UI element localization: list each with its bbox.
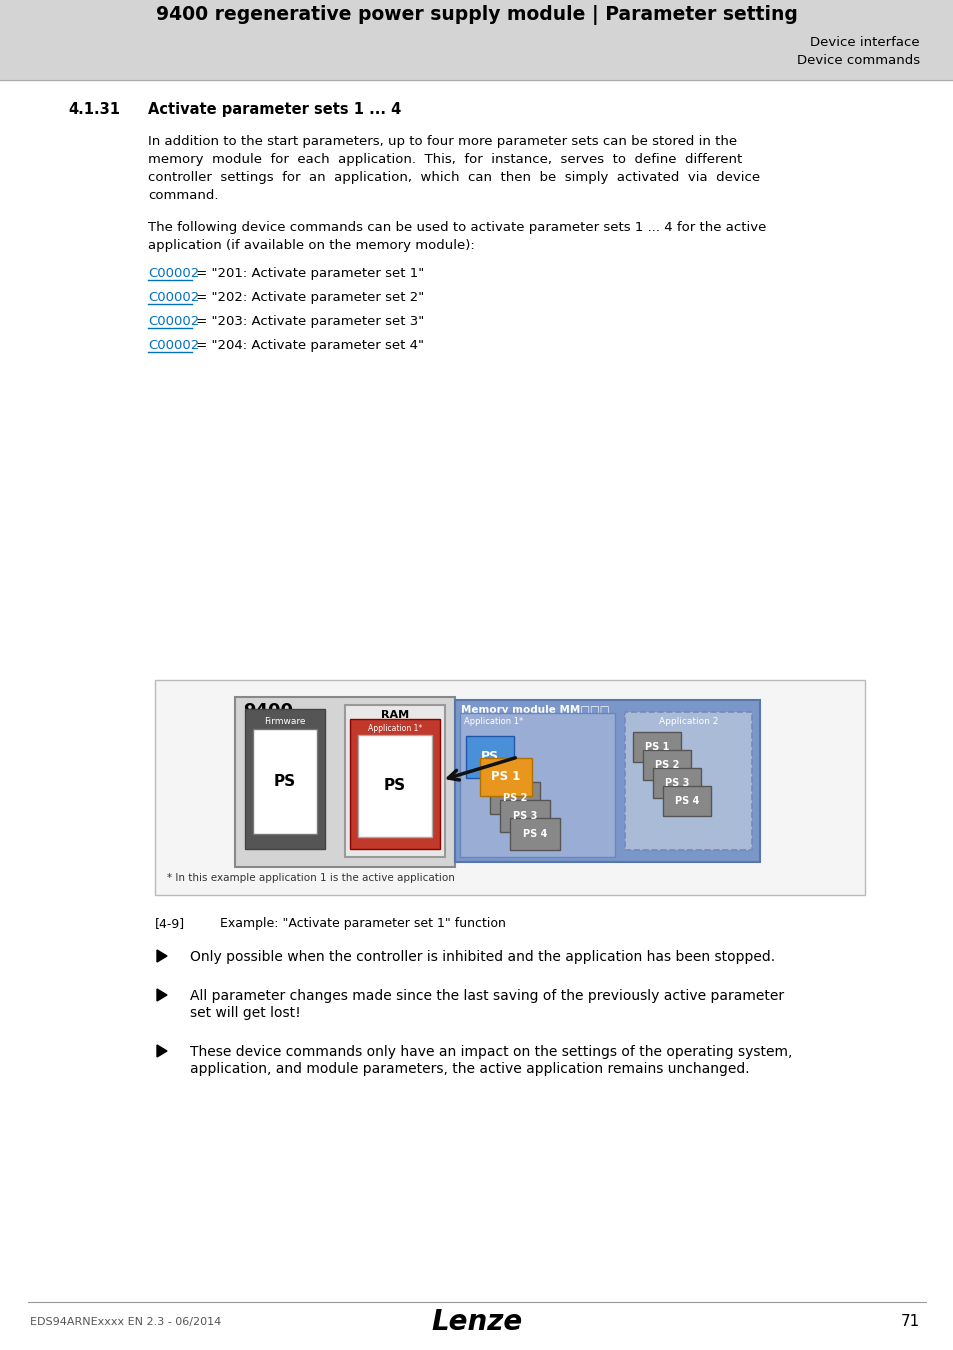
Text: C00002: C00002	[148, 267, 199, 279]
Text: The following device commands can be used to activate parameter sets 1 ... 4 for: The following device commands can be use…	[148, 221, 765, 234]
Bar	[234, 697, 455, 867]
Text: C00002: C00002	[148, 292, 199, 304]
Text: Example: "Activate parameter set 1" function: Example: "Activate parameter set 1" func…	[220, 917, 505, 930]
Text: Only possible when the controller is inhibited and the application has been stop: Only possible when the controller is inh…	[190, 950, 774, 964]
Text: 9400: 9400	[243, 702, 293, 720]
Text: PS 1: PS 1	[491, 771, 520, 783]
Text: PS 1: PS 1	[644, 743, 668, 752]
Text: command.: command.	[148, 189, 218, 202]
Text: = "201: Activate parameter set 1": = "201: Activate parameter set 1"	[192, 267, 424, 279]
Polygon shape	[157, 990, 167, 1000]
Text: PS 3: PS 3	[513, 811, 537, 821]
Text: PS 4: PS 4	[674, 796, 699, 806]
Text: Activate parameter sets 1 ... 4: Activate parameter sets 1 ... 4	[148, 103, 401, 117]
Text: Device commands: Device commands	[796, 54, 919, 66]
Bar	[345, 705, 444, 857]
Bar	[465, 736, 514, 778]
Text: application, and module parameters, the active application remains unchanged.: application, and module parameters, the …	[190, 1062, 749, 1076]
Bar	[154, 680, 864, 895]
Text: application (if available on the memory module):: application (if available on the memory …	[148, 239, 475, 252]
Bar	[662, 786, 710, 815]
Text: PS: PS	[274, 774, 295, 788]
Text: PS 3: PS 3	[664, 778, 688, 788]
Text: set will get lost!: set will get lost!	[190, 1006, 300, 1021]
Bar	[624, 711, 751, 850]
Bar	[490, 782, 539, 814]
Text: Lenze: Lenze	[431, 1308, 522, 1336]
Text: PS 4: PS 4	[522, 829, 547, 838]
Text: All parameter changes made since the last saving of the previously active parame: All parameter changes made since the las…	[190, 990, 783, 1003]
Bar	[459, 713, 615, 857]
Bar	[642, 751, 690, 780]
Text: C00002: C00002	[148, 339, 199, 352]
Bar	[652, 768, 700, 798]
Text: PS: PS	[383, 779, 406, 794]
Text: controller  settings  for  an  application,  which  can  then  be  simply  activ: controller settings for an application, …	[148, 171, 760, 184]
Text: = "204: Activate parameter set 4": = "204: Activate parameter set 4"	[192, 339, 423, 352]
Text: * In this example application 1 is the active application: * In this example application 1 is the a…	[167, 873, 455, 883]
Text: 4.1.31: 4.1.31	[68, 103, 120, 117]
Bar	[253, 729, 316, 834]
Text: memory  module  for  each  application.  This,  for  instance,  serves  to  defi: memory module for each application. This…	[148, 153, 741, 166]
Bar	[455, 701, 760, 863]
Polygon shape	[157, 950, 167, 963]
Bar	[510, 818, 559, 850]
Text: Application 2: Application 2	[659, 717, 718, 726]
Text: In addition to the start parameters, up to four more parameter sets can be store: In addition to the start parameters, up …	[148, 135, 737, 148]
Bar	[357, 734, 432, 837]
Bar	[350, 720, 439, 849]
Text: PS 2: PS 2	[502, 792, 527, 803]
Text: PS: PS	[480, 751, 498, 764]
Bar	[499, 801, 550, 832]
Bar	[633, 732, 680, 761]
Text: Application 1*: Application 1*	[368, 724, 421, 733]
Text: Application 1*: Application 1*	[463, 717, 522, 726]
Bar	[245, 709, 325, 849]
Text: Firmware: Firmware	[264, 717, 305, 726]
Text: Device interface: Device interface	[809, 36, 919, 50]
Text: 9400 regenerative power supply module | Parameter setting: 9400 regenerative power supply module | …	[156, 5, 797, 26]
Text: = "202: Activate parameter set 2": = "202: Activate parameter set 2"	[192, 292, 424, 304]
Bar	[479, 757, 532, 796]
Text: C00002: C00002	[148, 315, 199, 328]
Text: EDS94ARNExxxx EN 2.3 - 06/2014: EDS94ARNExxxx EN 2.3 - 06/2014	[30, 1318, 221, 1327]
Text: [4-9]: [4-9]	[154, 917, 185, 930]
Text: RAM: RAM	[380, 710, 409, 720]
Text: Memory module MM□□□: Memory module MM□□□	[460, 705, 609, 716]
Polygon shape	[157, 1045, 167, 1057]
Text: 71: 71	[900, 1315, 919, 1330]
Text: These device commands only have an impact on the settings of the operating syste: These device commands only have an impac…	[190, 1045, 792, 1058]
Bar	[0, 0, 953, 80]
Text: PS 2: PS 2	[654, 760, 679, 770]
Text: = "203: Activate parameter set 3": = "203: Activate parameter set 3"	[192, 315, 424, 328]
